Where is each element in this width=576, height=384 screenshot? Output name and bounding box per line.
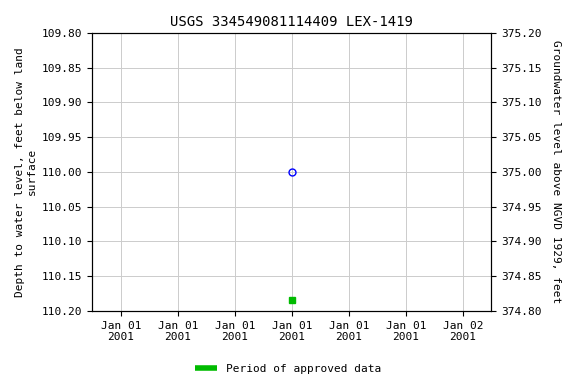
Legend: Period of approved data: Period of approved data xyxy=(191,359,385,379)
Title: USGS 334549081114409 LEX-1419: USGS 334549081114409 LEX-1419 xyxy=(170,15,414,29)
Y-axis label: Groundwater level above NGVD 1929, feet: Groundwater level above NGVD 1929, feet xyxy=(551,40,561,303)
Y-axis label: Depth to water level, feet below land
surface: Depth to water level, feet below land su… xyxy=(15,47,37,297)
